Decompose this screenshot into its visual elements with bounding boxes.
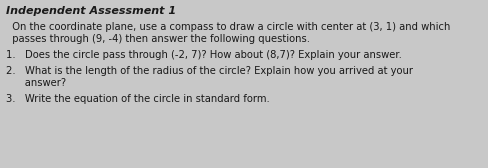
Text: 1.   Does the circle pass through (-2, 7)? How about (8,7)? Explain your answer.: 1. Does the circle pass through (-2, 7)?… [6, 50, 401, 60]
Text: passes through (9, -4) then answer the following questions.: passes through (9, -4) then answer the f… [6, 34, 309, 44]
Text: 2.   What is the length of the radius of the circle? Explain how you arrived at : 2. What is the length of the radius of t… [6, 66, 412, 76]
Text: answer?: answer? [6, 78, 66, 88]
Text: On the coordinate plane, use a compass to draw a circle with center at (3, 1) an: On the coordinate plane, use a compass t… [6, 22, 449, 32]
Text: 3.   Write the equation of the circle in standard form.: 3. Write the equation of the circle in s… [6, 94, 269, 104]
Text: Independent Assessment 1: Independent Assessment 1 [6, 6, 176, 16]
